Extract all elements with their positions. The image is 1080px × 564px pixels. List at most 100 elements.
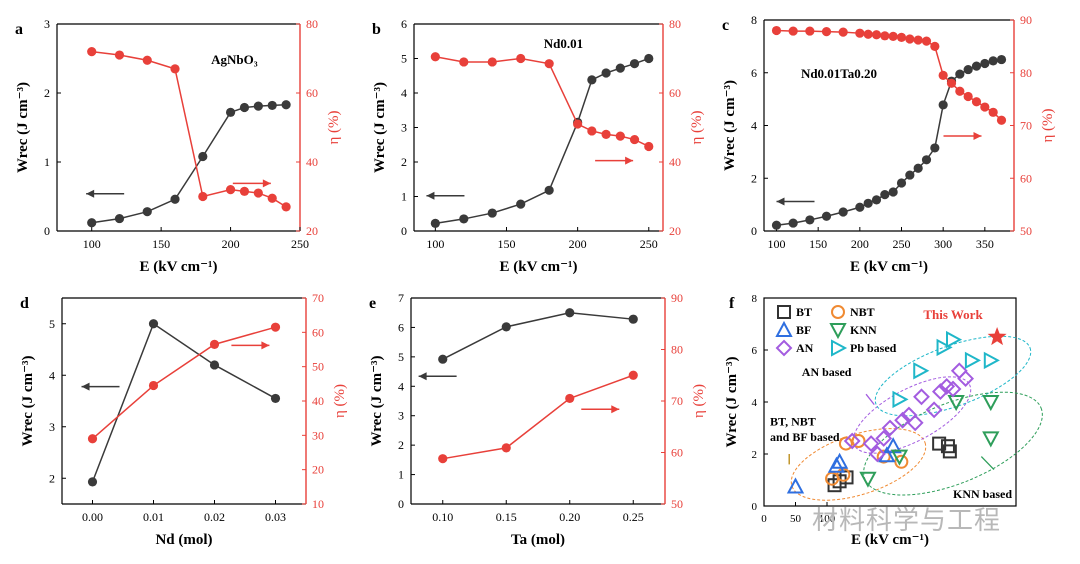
annotation-bf-based: and BF based: [770, 430, 840, 444]
scatter-circle: [831, 305, 845, 319]
arrow-left-head: [426, 191, 435, 200]
data-point: [142, 207, 152, 217]
scatter-triangle-up: [830, 452, 849, 469]
y-tick-label: 4: [49, 368, 55, 382]
y-tick-label: 3: [398, 409, 404, 423]
y-tick-label: 2: [751, 171, 757, 185]
data-point: [615, 131, 625, 141]
scatter-diamond: [944, 380, 962, 398]
scatter-square: [940, 439, 955, 454]
arrow-left-head: [81, 382, 90, 391]
y-tick-label: 3: [401, 121, 407, 135]
data-point: [871, 30, 882, 40]
arrow-right-head: [973, 132, 982, 141]
x-tick-label: 150: [809, 237, 827, 251]
data-point: [821, 211, 832, 221]
y-tick-label: 2: [752, 449, 758, 461]
x-axis-label: Nd (mol): [155, 532, 212, 548]
data-point: [544, 59, 554, 69]
y2-tick-label: 60: [306, 86, 318, 100]
scatter-diamond: [868, 445, 886, 463]
data-point: [487, 208, 497, 218]
scatter-triangle-right: [936, 338, 953, 357]
data-point: [644, 141, 654, 152]
data-point: [281, 100, 291, 110]
data-point: [459, 214, 469, 224]
y-tick-label: 1: [398, 468, 404, 482]
data-point: [996, 115, 1007, 125]
scatter-circle: [838, 436, 853, 451]
x-tick-label: 0: [761, 513, 767, 525]
y2-axis-label: η (%): [326, 110, 342, 144]
x-tick-label: 0.02: [204, 510, 225, 524]
panel-letter: f: [729, 295, 735, 312]
y2-tick-label: 50: [1020, 224, 1032, 238]
data-point: [921, 155, 932, 165]
data-point: [267, 193, 277, 203]
pointer-an: [865, 393, 875, 406]
series-line-η: [91, 50, 287, 208]
data-point: [838, 27, 848, 37]
panel-letter: c: [722, 17, 729, 34]
y2-tick-label: 80: [1020, 66, 1032, 80]
scatter-triangle-right: [913, 362, 930, 380]
region-pb: [874, 335, 1032, 417]
y-axis-label: Wrec (J cm⁻³): [722, 80, 738, 171]
annotation-an-based: AN based: [802, 365, 852, 379]
data-point: [930, 41, 940, 51]
data-point: [430, 52, 440, 62]
data-point: [544, 185, 554, 195]
data-point: [855, 28, 865, 38]
data-point: [87, 218, 97, 228]
data-point: [487, 57, 497, 67]
data-point: [913, 163, 923, 173]
arrow-left-head: [86, 189, 95, 198]
arrow-right-head: [611, 405, 620, 414]
series-line-Wrec: [91, 322, 276, 483]
y2-axis-label: η (%): [689, 110, 705, 144]
y-tick-label: 4: [398, 379, 404, 393]
y2-tick-label: 50: [671, 497, 683, 511]
y2-tick-label: 20: [669, 224, 681, 238]
y-tick-label: 0: [44, 224, 50, 238]
series-line-Wrec: [776, 58, 1002, 226]
data-point: [587, 75, 597, 85]
y2-axis-label: η (%): [691, 384, 707, 418]
y-tick-label: 6: [401, 17, 407, 31]
y2-tick-label: 80: [671, 343, 683, 357]
watermark: 材料科学与工程: [812, 506, 1002, 536]
y-tick-label: 8: [751, 13, 757, 27]
y-tick-label: 8: [752, 293, 758, 305]
data-point: [921, 36, 932, 46]
x-tick-label: 200: [222, 237, 240, 251]
scatter-triangle-down: [859, 471, 877, 488]
data-point: [980, 58, 990, 69]
data-point: [239, 186, 250, 196]
y-tick-label: 4: [752, 397, 758, 409]
panel-title: Nd0.01: [544, 36, 583, 51]
y-tick-label: 2: [401, 155, 407, 169]
data-point: [930, 143, 940, 153]
scatter-triangle-right: [892, 390, 909, 409]
scatter-diamond: [925, 401, 943, 419]
data-point: [628, 314, 638, 324]
legend-label: KNN: [850, 323, 877, 337]
data-point: [805, 215, 815, 225]
data-point: [963, 64, 973, 75]
data-point: [87, 477, 98, 487]
x-tick-label: 250: [291, 237, 309, 251]
arrow-right-head: [625, 156, 634, 165]
series-line-Wrec: [91, 103, 287, 224]
scatter-triangle-right: [964, 351, 982, 370]
data-point: [148, 319, 159, 329]
data-point: [888, 187, 898, 197]
data-point: [142, 55, 152, 65]
data-point: [955, 69, 965, 79]
y-tick-label: 2: [49, 471, 55, 485]
data-point: [114, 213, 125, 224]
x-tick-label: 350: [976, 237, 994, 251]
y-tick-label: 3: [49, 420, 55, 434]
x-tick-label: 100: [768, 237, 786, 251]
y-tick-label: 1: [44, 155, 50, 169]
scatter-circle: [894, 454, 909, 469]
